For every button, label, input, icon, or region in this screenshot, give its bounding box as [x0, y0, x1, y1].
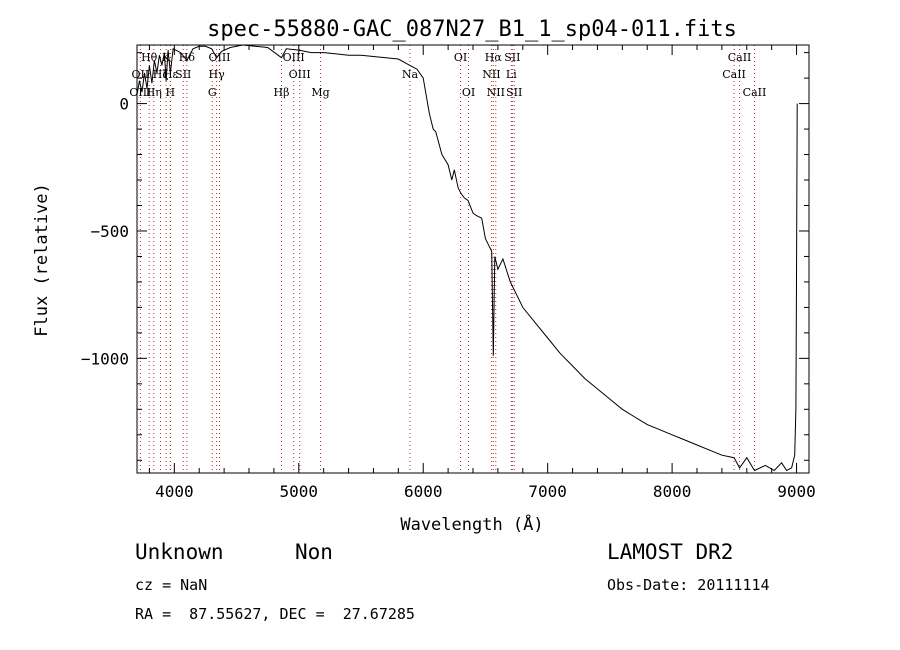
- spectral-line-label: CaII: [743, 86, 767, 99]
- spectral-line-label: SII: [504, 51, 520, 64]
- x-tick-label: 9000: [777, 482, 816, 501]
- spectral-line-label: Hθ: [141, 51, 158, 64]
- spectral-line-label: OIII: [208, 51, 230, 64]
- spectral-line-label: SII: [506, 86, 522, 99]
- spectral-line-markers: [139, 45, 755, 473]
- y-tick-label: −500: [90, 222, 129, 241]
- axes: 4000 5000 6000 7000 8000 9000 0 −500 −1000: [81, 45, 816, 501]
- spectral-line-label: Hβ: [274, 86, 290, 99]
- spectral-line-label: CaII: [728, 51, 752, 64]
- x-axis-label: Wavelength (Å): [400, 513, 543, 535]
- spectrum-plot: spec-55880-GAC_087N27_B1_1_sp04-011.fits…: [32, 17, 816, 535]
- spectral-line-label: CaII: [722, 68, 746, 81]
- spectral-line-label: Hη: [146, 86, 162, 99]
- chart-title: spec-55880-GAC_087N27_B1_1_sp04-011.fits: [207, 17, 737, 42]
- spectral-line-label: Li: [506, 68, 517, 81]
- spectral-line-label: OI: [454, 51, 467, 64]
- spectral-line-label: K: [162, 51, 171, 64]
- survey-name: LAMOST DR2: [607, 540, 734, 564]
- object-class: Unknown: [135, 540, 224, 564]
- spectral-line-label: SII: [175, 68, 191, 81]
- spectral-line-label: Na: [402, 68, 419, 81]
- spectrum-line: [136, 44, 798, 472]
- spectral-line-label: Hγ: [209, 68, 226, 81]
- y-axis-label: Flux (relative): [32, 183, 52, 337]
- spectral-line-label: OII: [132, 68, 150, 81]
- x-tick-label: 6000: [404, 482, 443, 501]
- spectral-line-label: OI: [462, 86, 475, 99]
- y-tick-label: 0: [119, 95, 129, 114]
- spectral-line-label: NII: [482, 68, 500, 81]
- y-tick-label: −1000: [81, 349, 129, 368]
- redshift-cz: cz = NaN: [135, 576, 208, 594]
- spectral-line-label: OIII: [289, 68, 311, 81]
- spectral-line-label: Hδ: [179, 51, 196, 64]
- plot-frame: [136, 44, 810, 474]
- spectral-line-label: G: [208, 86, 217, 99]
- x-tick-label: 5000: [280, 482, 319, 501]
- observation-date: Obs-Date: 20111114: [607, 576, 770, 594]
- object-subclass: Non: [295, 540, 333, 564]
- x-tick-label: 7000: [528, 482, 567, 501]
- spectral-line-label: OIII: [283, 51, 305, 64]
- spectral-line-label: Hα: [485, 51, 503, 64]
- spectral-line-label: NII: [487, 86, 505, 99]
- spectral-line-label: H: [166, 86, 176, 99]
- spectral-line-label: OIII: [129, 86, 151, 99]
- spectral-line-label: Mg: [311, 86, 329, 99]
- x-tick-label: 8000: [653, 482, 692, 501]
- x-tick-label: 4000: [155, 482, 194, 501]
- sky-position: RA = 87.55627, DEC = 27.67285: [135, 605, 415, 623]
